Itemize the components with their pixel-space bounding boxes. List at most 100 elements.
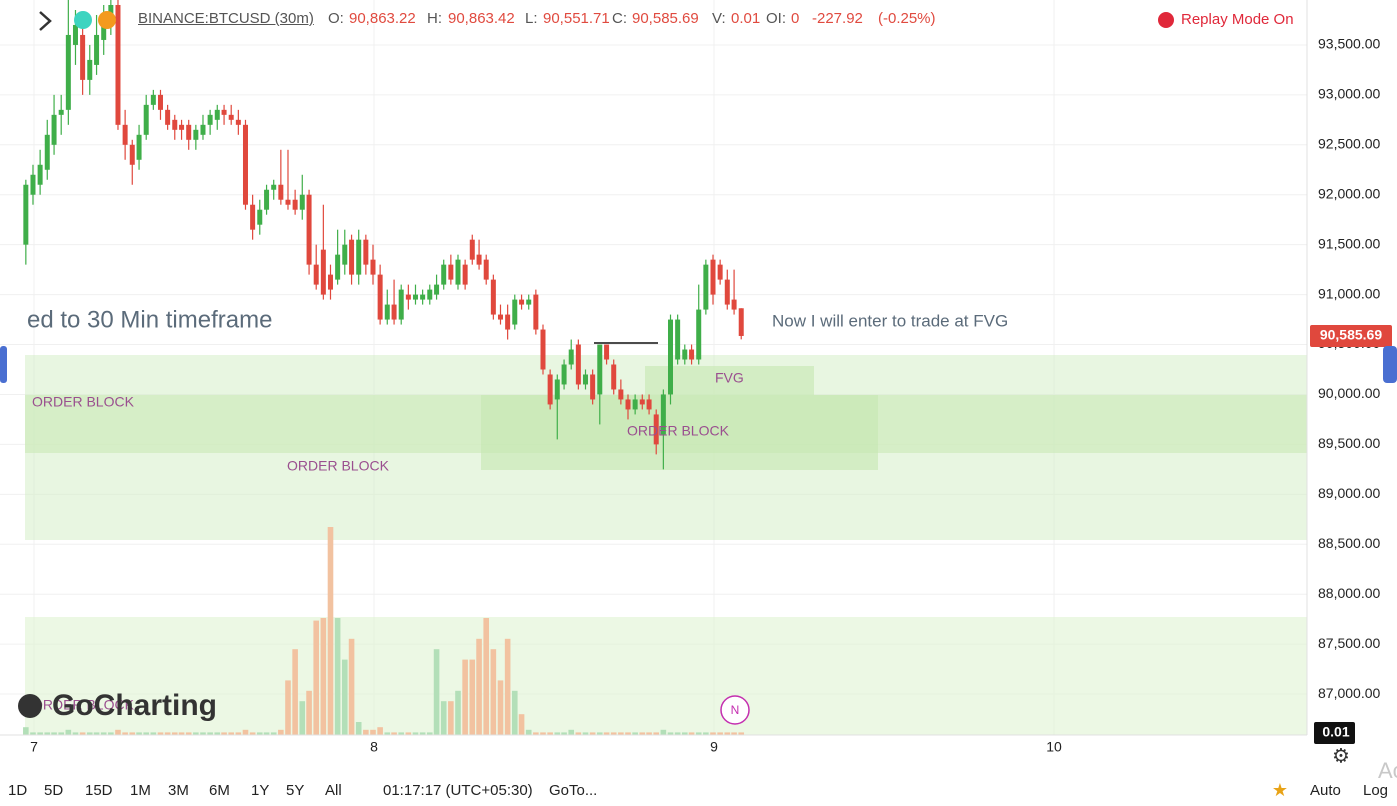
candle-body <box>483 259 489 280</box>
candle-body <box>37 164 43 185</box>
candle-body <box>689 349 695 360</box>
volume-bar <box>263 732 270 735</box>
panel-handle[interactable] <box>0 346 7 383</box>
range-button[interactable]: 1D <box>8 782 28 799</box>
settings-icon[interactable]: ⚙ <box>1332 745 1350 767</box>
volume-bar <box>256 732 263 735</box>
change: -227.92 <box>812 10 863 27</box>
candle-body <box>342 244 348 265</box>
candle-body <box>490 279 496 315</box>
range-button[interactable]: 5Y <box>286 782 305 799</box>
panel-handle[interactable] <box>1383 346 1397 383</box>
volume-bar <box>292 649 298 735</box>
volume-bar <box>207 732 213 735</box>
candle-body <box>271 184 277 190</box>
candle-body <box>384 304 390 320</box>
volume-bar <box>554 732 561 735</box>
volume-bar <box>646 732 652 735</box>
volume-bar <box>44 732 51 735</box>
range-button[interactable]: 6M <box>209 782 230 799</box>
news-label[interactable]: N <box>731 703 740 717</box>
y-tick-label: 87,500.00 <box>1318 635 1380 651</box>
range-button[interactable]: 5D <box>44 782 64 799</box>
candle-body <box>335 254 341 280</box>
volume-bar <box>327 527 334 735</box>
candle-body <box>441 264 447 285</box>
volume-bar <box>504 638 511 735</box>
symbol[interactable]: BINANCE:BTCUSD (30m) <box>138 10 314 27</box>
candle-body <box>639 399 645 405</box>
volume-bar <box>363 729 369 735</box>
candle-body <box>675 319 681 360</box>
candle-body <box>533 294 539 330</box>
volume-bar <box>589 732 596 735</box>
candle-body <box>724 279 730 305</box>
volume-bar <box>511 690 518 735</box>
candle-body <box>370 259 376 275</box>
favorite-icon[interactable]: ★ <box>1272 780 1288 800</box>
volume-bar <box>51 732 57 735</box>
range-button[interactable]: 3M <box>168 782 189 799</box>
y-tick-label: 92,000.00 <box>1318 185 1380 201</box>
candle-body <box>165 109 171 125</box>
candle-body <box>505 314 511 330</box>
volume-bar <box>653 732 660 735</box>
range-button[interactable]: All <box>325 782 342 799</box>
candle-body <box>257 209 263 225</box>
range-button[interactable]: 15D <box>85 782 113 799</box>
volume-bar <box>136 732 142 735</box>
volume-bar <box>433 649 440 735</box>
candle-body <box>575 344 581 385</box>
candle-body <box>540 329 546 370</box>
candle-body <box>412 294 418 300</box>
y-tick-label: 91,000.00 <box>1318 285 1380 301</box>
volume-tag-label: 0.01 <box>1322 724 1349 740</box>
clock: 01:17:17 (UTC+05:30) <box>383 782 533 799</box>
collapse-icon[interactable] <box>39 11 52 31</box>
candle-body <box>242 124 248 205</box>
volume-bar <box>639 732 646 735</box>
candle-body <box>221 109 227 115</box>
candle-body <box>30 174 36 195</box>
y-tick-label: 88,500.00 <box>1318 535 1380 551</box>
volume-bar <box>157 732 164 735</box>
candle-body <box>717 264 723 280</box>
annotation: ORDER BLOCK <box>627 423 730 439</box>
annotation: FVG <box>715 370 744 386</box>
replay-mode[interactable]: Replay Mode On <box>1181 11 1294 28</box>
goto[interactable]: GoTo... <box>549 782 598 799</box>
volume-bar <box>242 729 249 735</box>
range-button[interactable]: 1M <box>130 782 151 799</box>
volume-bar <box>65 729 72 735</box>
candle-body <box>193 129 199 140</box>
volume-bar <box>419 732 426 735</box>
candle-body <box>512 299 518 325</box>
candle-body <box>65 34 71 110</box>
candle-body <box>632 399 638 410</box>
volume-bar <box>115 729 121 735</box>
replay-dot <box>1158 12 1174 28</box>
logo: GoCharting <box>52 689 217 722</box>
price-tag-label: 90,585.69 <box>1320 327 1382 343</box>
candle-body <box>172 119 178 130</box>
candle-body <box>228 114 234 120</box>
annotation: ORDER BLOCK <box>32 394 135 410</box>
news-marker[interactable] <box>720 695 750 725</box>
log-scale[interactable]: Log <box>1363 782 1389 799</box>
label: L: <box>525 10 538 27</box>
auto-scale[interactable]: Auto <box>1310 782 1341 799</box>
range-button[interactable]: 1Y <box>251 782 270 799</box>
label: C: <box>612 10 627 27</box>
y-tick-label: 89,000.00 <box>1318 485 1380 501</box>
candle-body <box>604 344 610 360</box>
candle-body <box>51 114 57 145</box>
volume-bar <box>448 701 454 735</box>
candle-body <box>561 364 567 385</box>
watermark: Ac <box>1378 758 1397 783</box>
candle-body <box>703 264 709 310</box>
value: 0.01 <box>731 10 761 27</box>
volume-bar <box>278 729 284 735</box>
candle-body <box>327 274 333 290</box>
candle-body <box>618 389 624 400</box>
volume-bar <box>299 701 306 735</box>
